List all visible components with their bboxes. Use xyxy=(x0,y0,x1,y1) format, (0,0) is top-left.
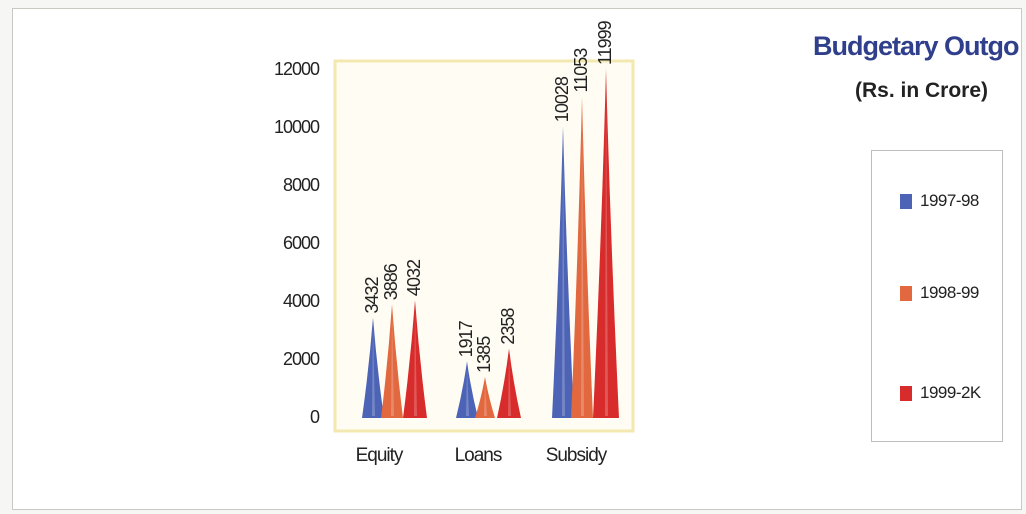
bar-cone-highlight xyxy=(484,382,487,416)
legend-swatch xyxy=(900,385,912,401)
data-label: 1385 xyxy=(474,336,494,373)
x-tick-label: Equity xyxy=(356,445,404,466)
bar-cone xyxy=(571,96,593,418)
y-tick-label: 0 xyxy=(310,407,320,427)
bar-cone-highlight xyxy=(391,310,394,416)
bar-cone xyxy=(497,348,521,418)
bar-cone xyxy=(381,304,403,418)
chart-subtitle: (Rs. in Crore) xyxy=(855,79,989,102)
bar-cone-highlight xyxy=(562,132,565,417)
legend: 1997-98 1998-99 1999-2K xyxy=(871,150,1003,442)
data-label: 3886 xyxy=(381,263,401,300)
bar-cone xyxy=(552,126,574,419)
legend-swatch xyxy=(900,193,912,209)
data-label: 11053 xyxy=(571,48,591,93)
legend-swatch xyxy=(900,285,912,301)
legend-item-1998-99: 1998-99 xyxy=(900,283,979,303)
bar-cone-highlight xyxy=(508,354,511,416)
bar-cone-highlight xyxy=(372,323,375,416)
chart-svg: 0 2000 4000 6000 8000 10000 12000 3432 3886 4032 E… xyxy=(274,20,635,466)
chart-title: Budgetary Outgo xyxy=(813,31,1019,61)
legend-label: 1999-2K xyxy=(920,383,981,402)
data-label: 11999 xyxy=(595,20,615,65)
x-tick-label: Loans xyxy=(455,445,502,466)
y-tick-label: 6000 xyxy=(283,233,320,253)
y-tick-label: 10000 xyxy=(274,117,320,137)
data-label: 10028 xyxy=(552,76,572,122)
legend-item-1997-98: 1997-98 xyxy=(900,191,979,211)
bar-cone-highlight xyxy=(466,367,469,416)
data-label: 1917 xyxy=(456,320,476,357)
y-tick-label: 4000 xyxy=(283,291,320,311)
data-label: 3432 xyxy=(362,276,382,313)
bar-cone xyxy=(593,69,619,419)
data-label: 4032 xyxy=(404,259,424,296)
bar-cone xyxy=(456,361,478,418)
bar-cone xyxy=(475,376,495,418)
y-tick-label: 2000 xyxy=(283,349,320,369)
bar-cone xyxy=(362,317,384,418)
legend-item-1999-2k: 1999-2K xyxy=(900,383,981,403)
bar-cone-highlight xyxy=(581,102,584,416)
legend-label: 1998-99 xyxy=(920,283,979,302)
x-tick-label: Subsidy xyxy=(546,445,608,466)
data-label: 2358 xyxy=(498,308,518,345)
y-tick-label: 12000 xyxy=(274,59,320,79)
legend-label: 1997-98 xyxy=(920,191,979,210)
bar-cone xyxy=(403,300,427,418)
bar-cone-highlight xyxy=(414,306,417,416)
bar-cone-highlight xyxy=(605,75,608,417)
chart-frame: 0 2000 4000 6000 8000 10000 12000 3432 3886 4032 E… xyxy=(12,8,1022,510)
y-tick-label: 8000 xyxy=(283,175,320,195)
